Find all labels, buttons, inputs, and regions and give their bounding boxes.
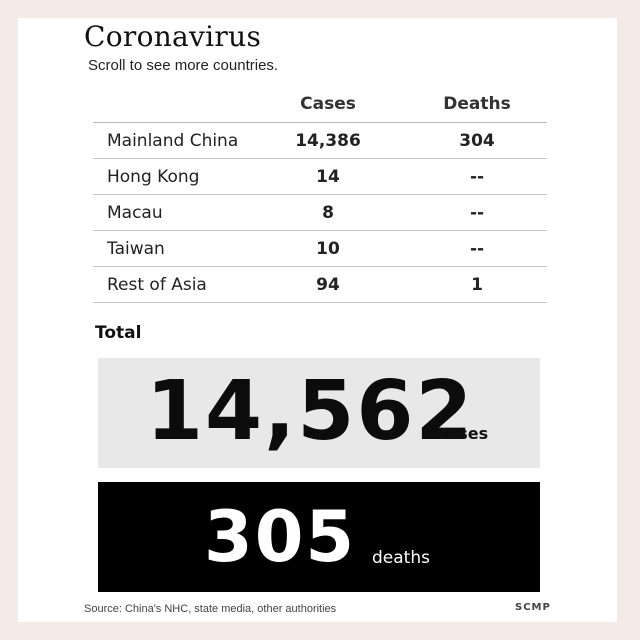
- total-deaths-unit: deaths: [372, 548, 430, 568]
- cases-cell: 94: [316, 275, 340, 295]
- table-row: Mainland China 14,386 304: [93, 123, 547, 159]
- cases-table[interactable]: Cases Deaths Mainland China 14,386 304 H…: [93, 92, 547, 303]
- header-deaths: Deaths: [443, 94, 511, 114]
- deaths-cell: --: [469, 167, 485, 187]
- table-row: Macau 8 --: [93, 195, 547, 231]
- country-cell: Hong Kong: [107, 167, 200, 187]
- country-cell: Taiwan: [107, 239, 165, 259]
- page-title: Coronavirus: [84, 20, 262, 53]
- total-cases-value: 14,562: [146, 364, 475, 459]
- infographic-card: Coronavirus Scroll to see more countries…: [18, 18, 617, 622]
- deaths-cell: --: [469, 239, 485, 259]
- brand-logo: SCMP: [515, 602, 551, 613]
- deaths-cell: --: [469, 203, 485, 223]
- country-cell: Macau: [107, 203, 163, 223]
- country-cell: Rest of Asia: [107, 275, 207, 295]
- cases-cell: 14,386: [295, 131, 361, 151]
- table-header: Cases Deaths: [93, 92, 547, 123]
- table-row: Taiwan 10 --: [93, 231, 547, 267]
- cases-cell: 10: [316, 239, 340, 259]
- total-cases-box: 14,562 cases: [98, 358, 540, 468]
- cases-cell: 14: [316, 167, 340, 187]
- total-deaths-box: 305 deaths: [98, 482, 540, 592]
- subtitle: Scroll to see more countries.: [88, 57, 279, 74]
- total-cases-unit: cases: [438, 424, 489, 443]
- source-note: Source: China's NHC, state media, other …: [84, 603, 337, 615]
- total-deaths-value: 305: [204, 496, 357, 578]
- country-cell: Mainland China: [107, 131, 239, 151]
- table-row: Hong Kong 14 --: [93, 159, 547, 195]
- table-row: Rest of Asia 94 1: [93, 267, 547, 303]
- deaths-cell: 1: [471, 275, 483, 295]
- header-cases: Cases: [300, 94, 356, 114]
- deaths-cell: 304: [459, 131, 495, 151]
- total-label: Total: [95, 323, 142, 343]
- cases-cell: 8: [322, 203, 334, 223]
